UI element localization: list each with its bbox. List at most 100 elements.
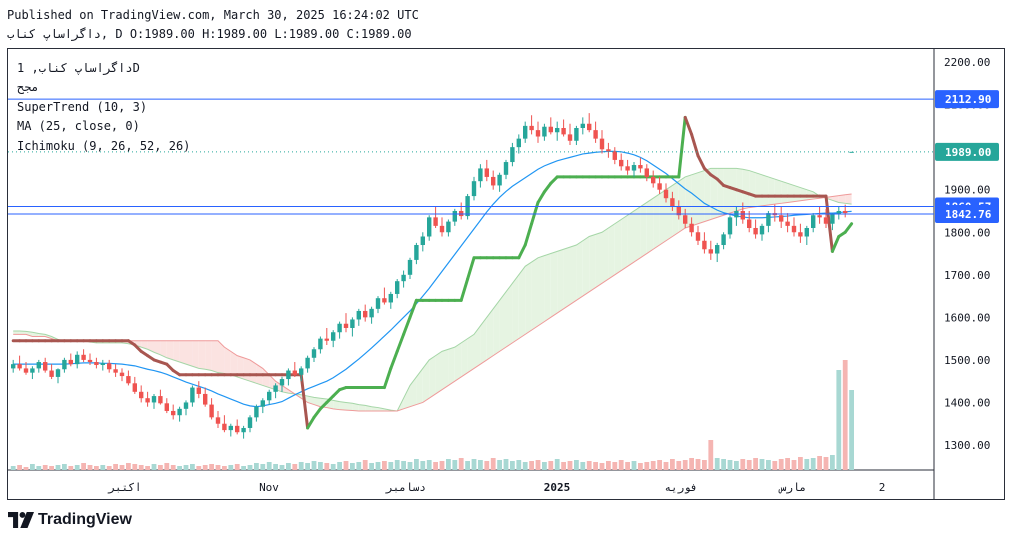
- candle-body: [484, 168, 489, 177]
- candle-body: [356, 310, 361, 320]
- volume-bar: [183, 465, 189, 470]
- candle-body: [305, 357, 310, 369]
- candle-body: [286, 370, 291, 380]
- cloud-segment: [250, 359, 257, 384]
- supertrend-segment: [824, 194, 834, 253]
- candle-body: [580, 123, 585, 129]
- legend-ma[interactable]: MA (25, close, 0): [17, 119, 140, 133]
- cloud-segment: [838, 194, 846, 204]
- cloud-segment: [211, 340, 218, 373]
- candle-body: [766, 213, 771, 226]
- volume-bar: [823, 457, 829, 470]
- candle-body: [273, 385, 278, 392]
- candle-body: [164, 403, 169, 411]
- cloud-segment: [422, 359, 430, 403]
- candle: [107, 359, 112, 373]
- candle: [209, 398, 214, 420]
- candle-body: [740, 210, 745, 220]
- volume-bar: [49, 466, 54, 470]
- candle-body: [497, 174, 502, 186]
- cloud-segment: [685, 174, 692, 228]
- candle: [305, 355, 310, 373]
- cloud-segment: [192, 340, 199, 369]
- cloud-segment: [845, 193, 852, 205]
- candle: [23, 362, 29, 375]
- legend-ichimoku[interactable]: Ichimoku (9, 26, 52, 26): [17, 139, 191, 153]
- candle: [331, 330, 336, 348]
- cloud-segment: [634, 206, 641, 263]
- x-tick-label: اکتبر: [107, 481, 141, 494]
- candle: [663, 183, 669, 203]
- candle-body: [113, 369, 118, 373]
- candle-body: [299, 368, 304, 375]
- volume-bar: [433, 462, 438, 470]
- candle-body: [375, 298, 381, 309]
- volume-bar: [190, 464, 195, 470]
- supertrend-segment: [843, 222, 854, 234]
- cloud-segment: [589, 234, 596, 292]
- supertrend-segment: [331, 388, 342, 398]
- volume-bar: [465, 461, 470, 470]
- volume-bar: [490, 458, 496, 470]
- candle-body: [663, 189, 669, 199]
- volume-bar: [113, 464, 118, 470]
- volume-bar: [30, 464, 35, 470]
- tradingview-brand[interactable]: TradingView: [38, 511, 132, 528]
- candle: [183, 400, 189, 416]
- volume-bar: [522, 462, 528, 470]
- cloud-segment: [550, 251, 558, 318]
- volume-bar: [202, 465, 208, 470]
- candle: [471, 176, 477, 201]
- cloud-segment: [768, 176, 775, 206]
- volume-bar: [426, 460, 432, 470]
- supertrend: [11, 115, 854, 430]
- volume-bar: [100, 465, 106, 470]
- candle: [555, 121, 560, 141]
- candle-body: [523, 125, 528, 139]
- candle: [811, 213, 816, 233]
- legend-supertrend[interactable]: SuperTrend (10, 3): [17, 100, 148, 114]
- volume-bar: [535, 460, 541, 470]
- volume-bar: [119, 465, 125, 470]
- volume-bar: [714, 458, 720, 470]
- cloud-segment: [672, 181, 679, 237]
- volume-bar: [785, 458, 790, 470]
- candle-body: [139, 391, 144, 399]
- span-b-line: [13, 193, 852, 412]
- cloud-segment: [742, 169, 750, 209]
- candle: [574, 125, 579, 146]
- candle: [247, 415, 253, 433]
- volume-bar: [382, 461, 387, 470]
- cloud-segment: [787, 183, 794, 203]
- candle: [670, 191, 675, 211]
- candle-body: [260, 400, 265, 407]
- candle-body: [715, 245, 720, 254]
- candle: [299, 366, 304, 382]
- candle-body: [459, 210, 464, 217]
- x-tick-label: 2025: [544, 481, 571, 494]
- candle: [561, 119, 566, 137]
- candle: [292, 362, 297, 377]
- volume-bar: [695, 459, 701, 470]
- volume-bar: [727, 460, 733, 470]
- cloud-segment: [608, 223, 615, 280]
- candle-body: [267, 391, 272, 401]
- volume-bar: [145, 466, 150, 470]
- volume-bar: [618, 460, 624, 470]
- candle-body: [503, 162, 509, 175]
- cloud-segment: [621, 215, 628, 271]
- candle-body: [235, 425, 240, 433]
- candle-body: [126, 376, 131, 384]
- cloud-segment: [512, 274, 519, 343]
- candle-body: [638, 165, 643, 169]
- x-axis: اکتبر Nov دسامبر 2025 فوریه مارس 2: [107, 481, 885, 494]
- candle: [497, 172, 502, 192]
- cloud-segment: [179, 340, 186, 365]
- cloud-segment: [563, 247, 570, 309]
- volume-bar: [458, 458, 464, 470]
- cloud-segment: [243, 357, 250, 382]
- candle-body: [388, 293, 393, 303]
- candle-body: [177, 408, 182, 416]
